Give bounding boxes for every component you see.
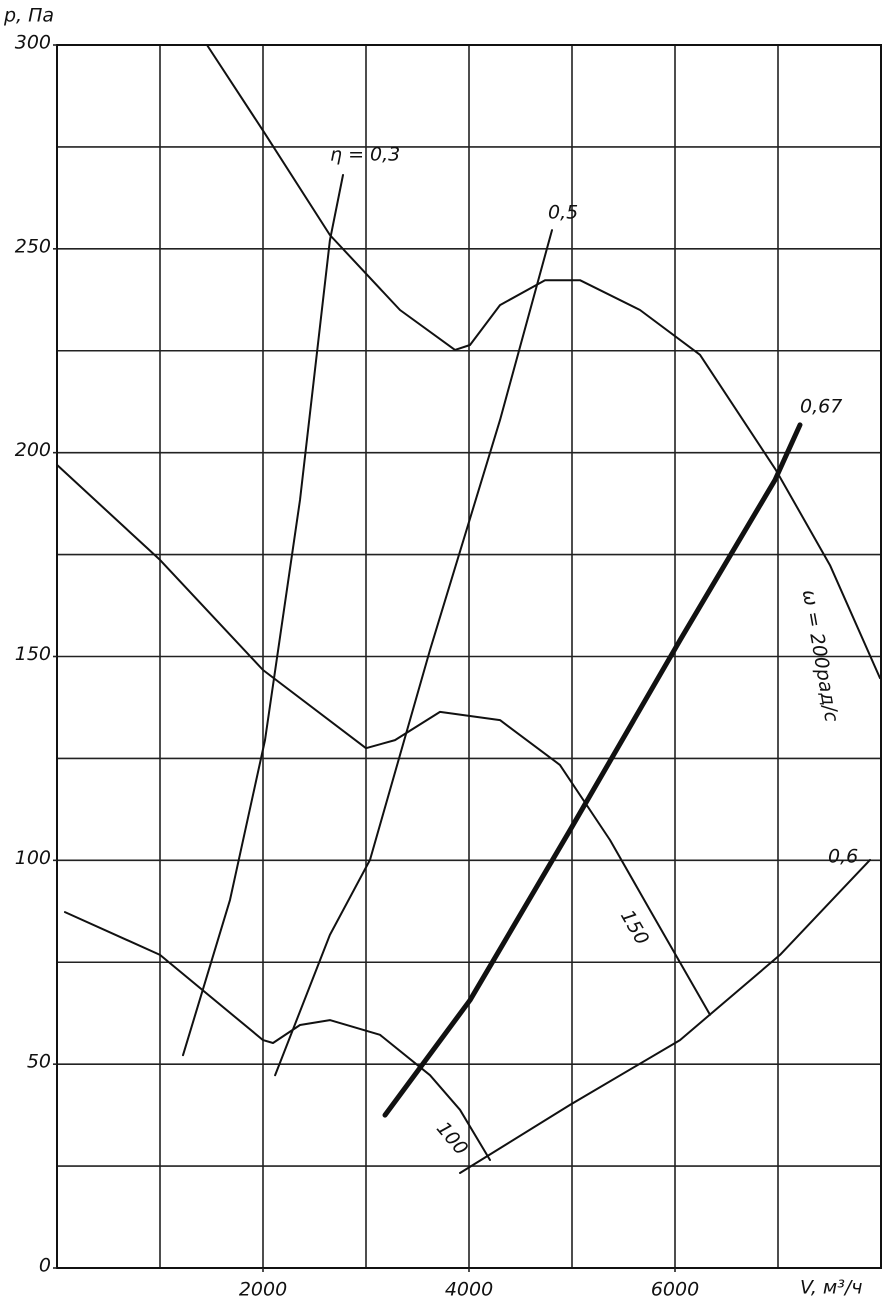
curve-label: 0,5 [548, 202, 578, 224]
curve-label: 150 [616, 906, 653, 948]
curve [382, 422, 803, 1118]
y-axis-label: p, Па [3, 5, 54, 27]
y-tick-label: 50 [27, 1051, 51, 1073]
curve [56, 463, 711, 1016]
y-tick-label: 100 [15, 847, 51, 869]
y-tick-label: 0 [39, 1255, 51, 1277]
x-axis-label: V, м³/ч [800, 1277, 862, 1299]
x-tick-label: 2000 [239, 1279, 287, 1301]
curve-label: η = 0,3 [330, 144, 400, 166]
curve [459, 858, 871, 1174]
curve [206, 44, 881, 680]
curve [182, 174, 344, 1057]
x-tick-label: 4000 [445, 1279, 493, 1301]
curve-label: 0,67 [800, 396, 842, 418]
curve [64, 911, 491, 1161]
y-tick-label: 200 [15, 439, 51, 461]
y-tick-label: 150 [15, 643, 51, 665]
y-tick-label: 250 [15, 235, 51, 257]
x-tick-label: 6000 [651, 1279, 699, 1301]
curve-label: 0,6 [828, 846, 858, 868]
y-tick-label: 300 [15, 32, 51, 54]
curve [274, 229, 553, 1077]
curve-label: 100 [432, 1118, 472, 1160]
